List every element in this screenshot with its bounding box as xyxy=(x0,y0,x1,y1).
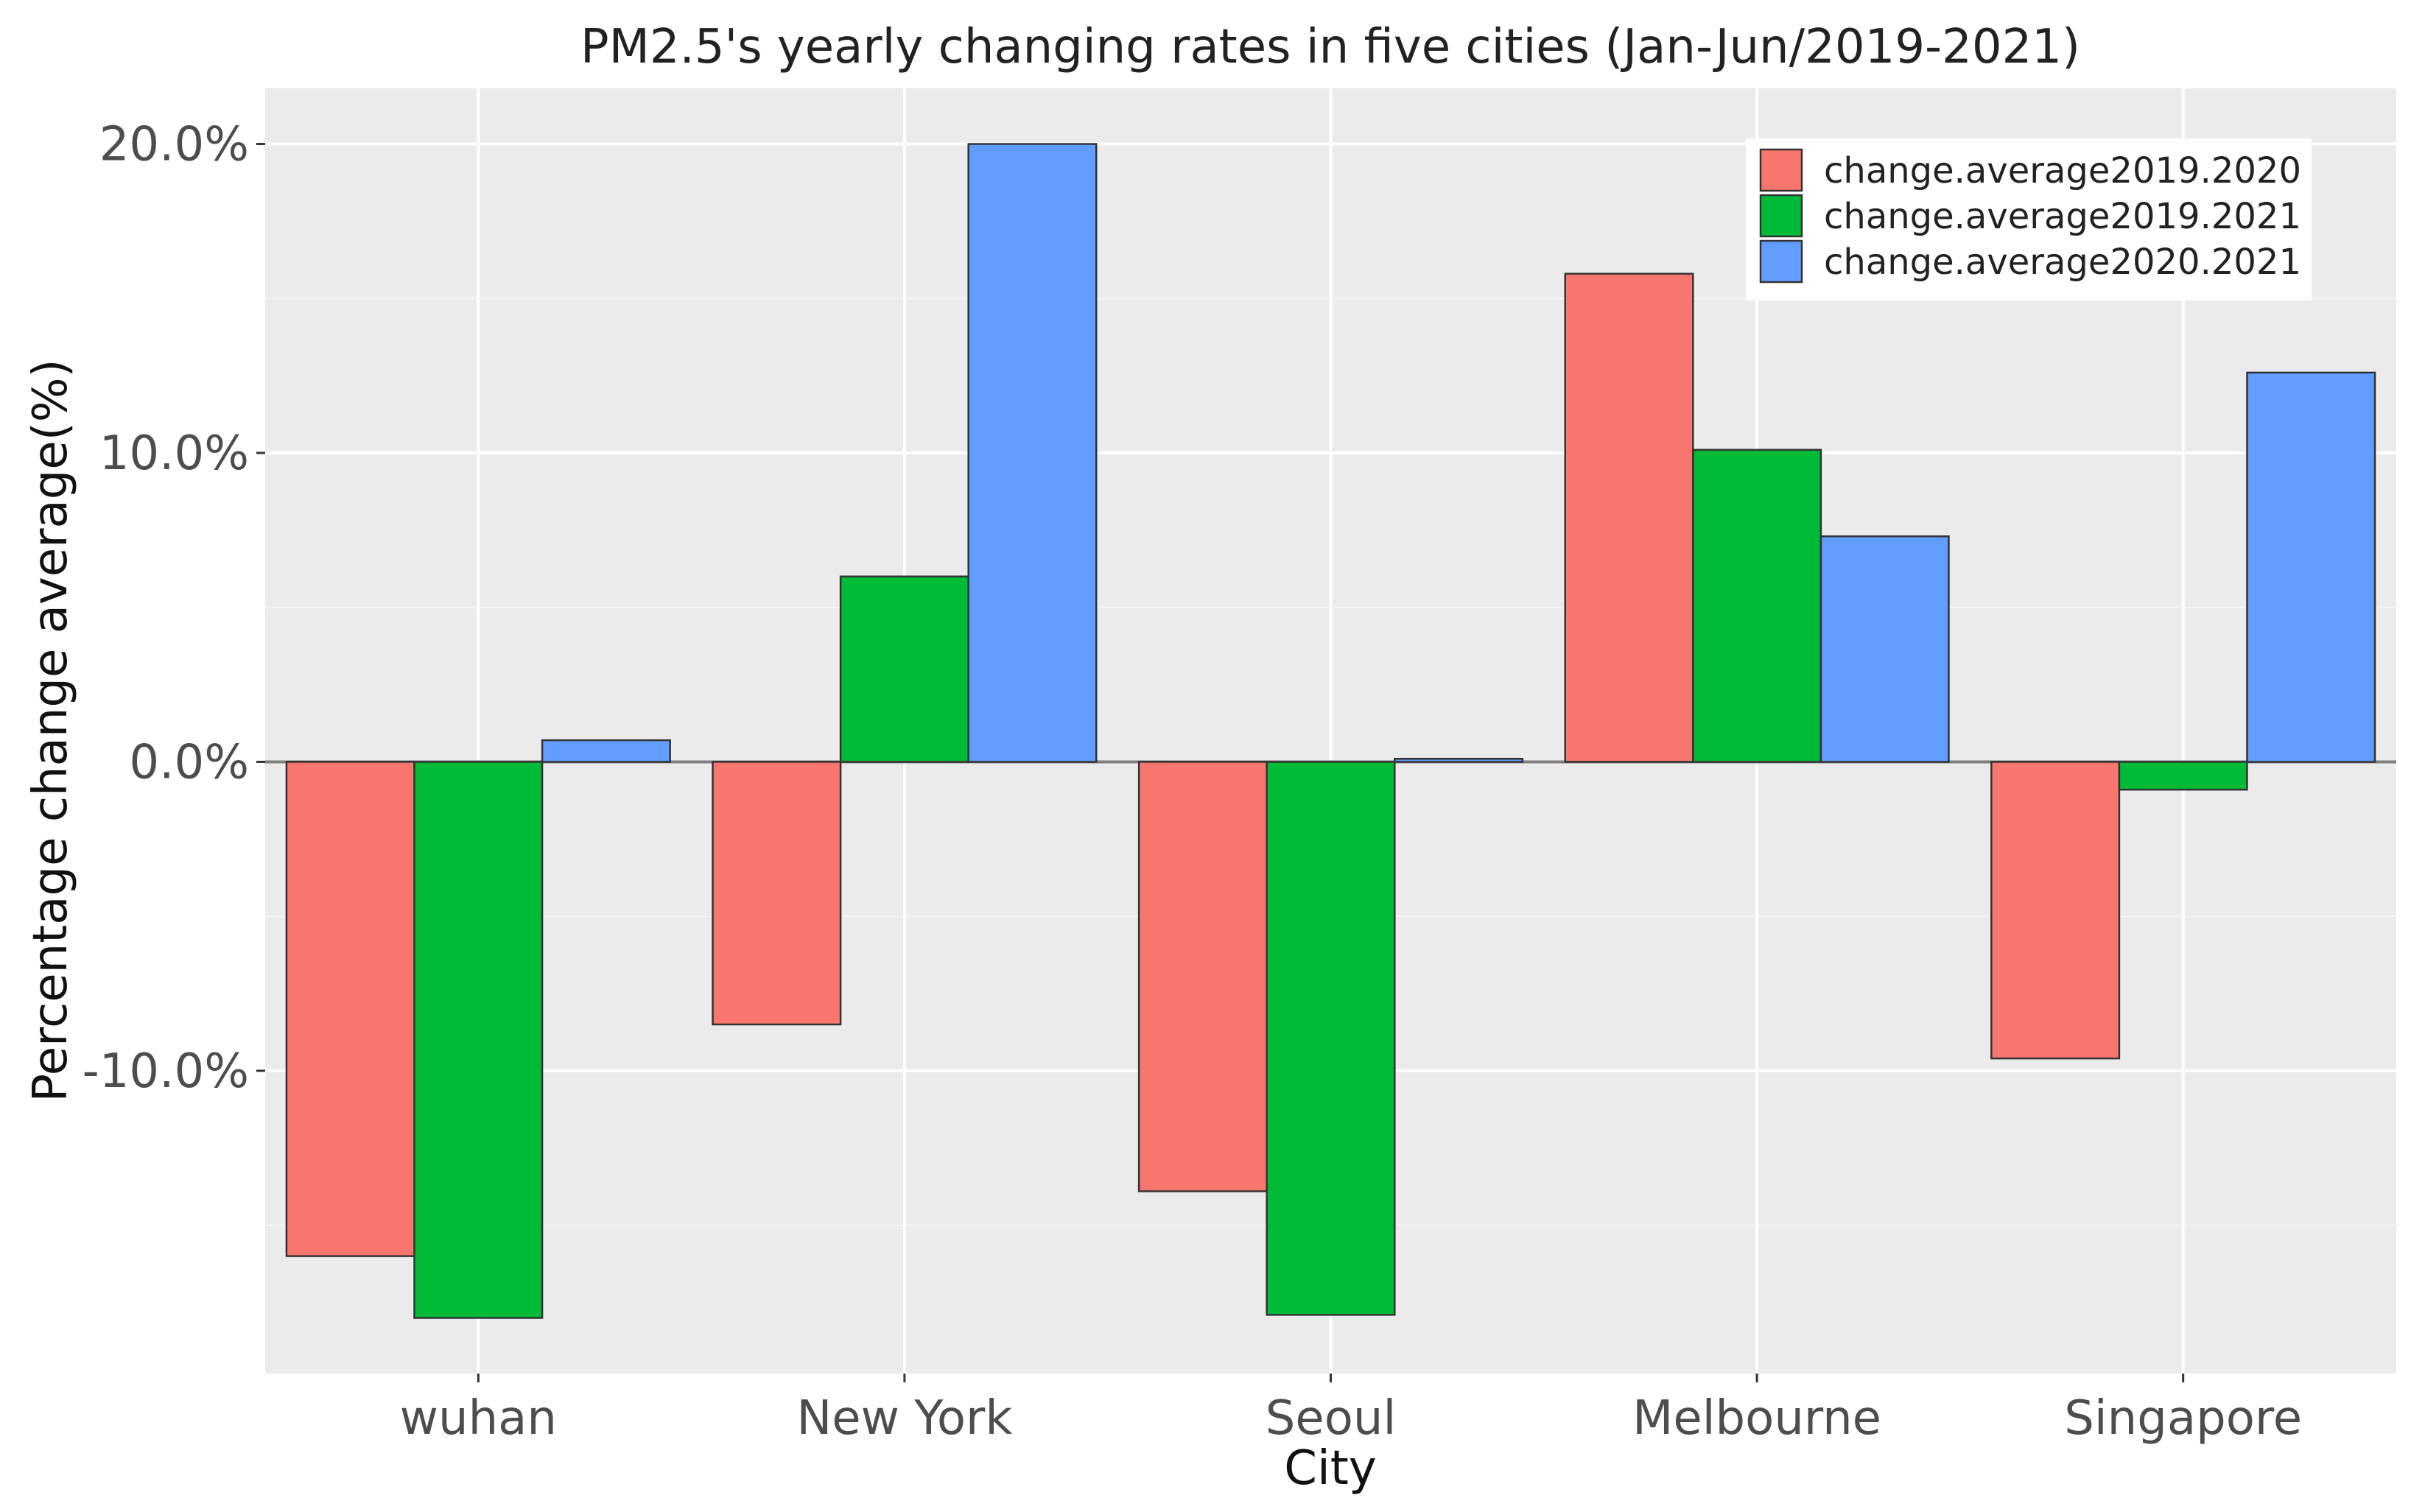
bar-seoul-1 xyxy=(1137,761,1268,1192)
legend-label: change.average2020.2021 xyxy=(1824,242,2301,283)
bars xyxy=(285,143,2376,1319)
bar-singapore-1 xyxy=(1990,761,2121,1060)
bar-melbourne-2 xyxy=(1692,449,1822,763)
y-axis-title: Percentage change average(%) xyxy=(24,359,78,1103)
bar-singapore-2 xyxy=(2118,761,2248,791)
bar-new-york-2 xyxy=(839,575,969,763)
x-tick-label: New York xyxy=(796,1391,1012,1446)
bar-seoul-2 xyxy=(1266,761,1396,1316)
x-axis-ticks: wuhan New York Seoul Melbourne Singapore xyxy=(400,1374,2302,1446)
bar-wuhan-2 xyxy=(413,761,544,1319)
bar-new-york-3 xyxy=(967,143,1098,763)
y-tick-label: 0.0% xyxy=(129,735,249,790)
bar-melbourne-1 xyxy=(1564,272,1694,763)
bar-melbourne-3 xyxy=(1819,535,1950,763)
x-tick-label: Singapore xyxy=(2064,1391,2302,1446)
y-tick-label: 20.0% xyxy=(99,118,249,172)
legend-background xyxy=(1746,138,2312,300)
chart-title: PM2.5's yearly changing rates in five ci… xyxy=(580,20,2080,74)
bar-seoul-3 xyxy=(1394,758,1524,763)
x-tick-label: Seoul xyxy=(1266,1391,1397,1446)
y-axis-ticks: -10.0% 0.0% 10.0% 20.0% xyxy=(83,118,265,1099)
legend-key xyxy=(1759,148,1803,192)
bar-wuhan-3 xyxy=(541,739,671,763)
y-tick-label: -10.0% xyxy=(83,1044,249,1099)
bar-new-york-1 xyxy=(712,761,842,1026)
bar-wuhan-1 xyxy=(285,761,415,1257)
legend-key xyxy=(1759,194,1803,238)
legend-label: change.average2019.2020 xyxy=(1824,150,2301,191)
x-axis-title: City xyxy=(1284,1441,1376,1496)
bar-singapore-3 xyxy=(2246,371,2376,763)
x-tick-label: wuhan xyxy=(400,1391,557,1446)
x-tick-label: Melbourne xyxy=(1632,1391,1881,1446)
legend: change.average2019.2020 change.average201… xyxy=(1746,138,2312,300)
legend-label: change.average2019.2021 xyxy=(1824,196,2301,237)
y-tick-label: 10.0% xyxy=(99,426,249,481)
legend-key xyxy=(1759,239,1803,284)
